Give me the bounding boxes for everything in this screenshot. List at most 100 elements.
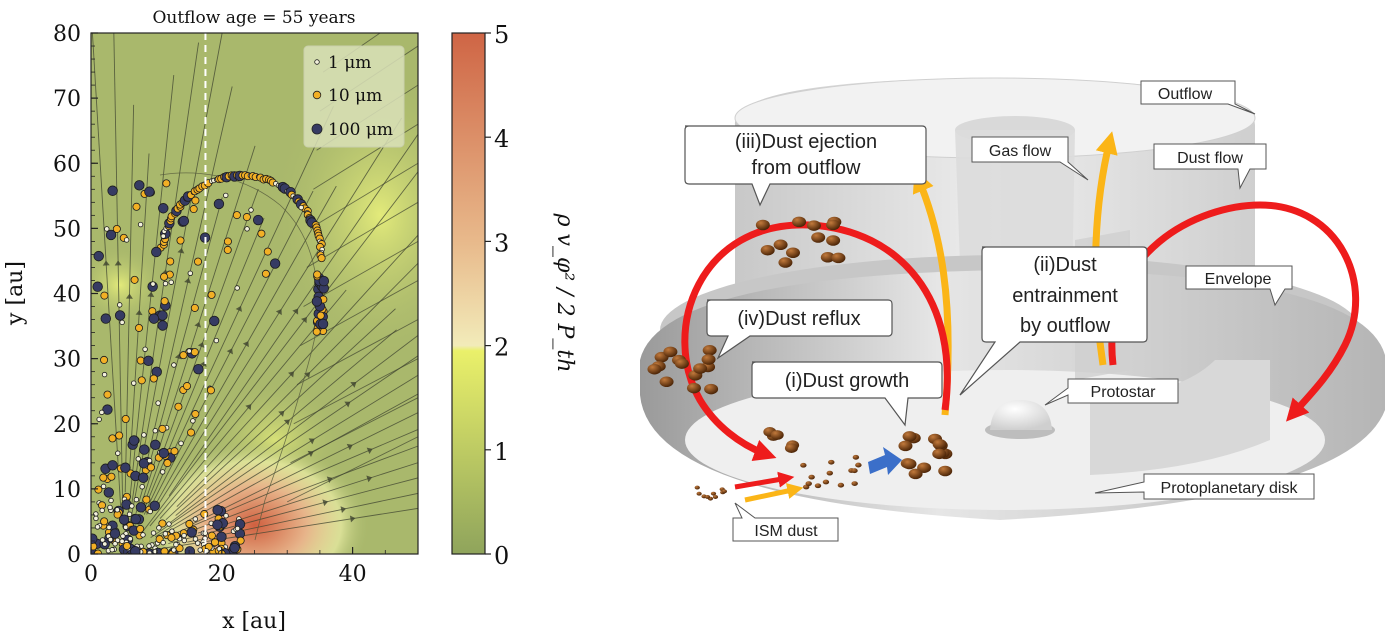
particle <box>94 485 103 494</box>
dust-grain <box>932 448 947 460</box>
streamline <box>155 374 418 538</box>
legend-marker-100um <box>311 123 323 135</box>
dust-grain <box>659 376 674 388</box>
particle <box>252 214 264 226</box>
particle <box>166 521 172 527</box>
streamline-arrowhead <box>197 342 205 348</box>
streamline-arrowhead <box>292 308 299 315</box>
colorbar-tick-label: 0 <box>494 542 509 570</box>
streamline <box>129 33 223 525</box>
dust-grain <box>760 244 775 256</box>
particle <box>244 226 250 232</box>
particle <box>143 355 154 367</box>
particle <box>146 550 153 554</box>
y-tick-label: 70 <box>53 87 81 112</box>
colorbar-tick-label: 5 <box>494 21 509 49</box>
particle <box>152 428 158 434</box>
streamline-arrowhead <box>226 348 233 355</box>
streamline-arrowhead <box>147 291 155 298</box>
x-axis-label: x [au] <box>222 609 286 634</box>
particle <box>128 435 140 446</box>
label-gas-flow-box <box>971 136 1089 181</box>
dust-grain <box>773 239 788 251</box>
dust-grain <box>647 363 662 375</box>
dust-grain <box>686 382 701 394</box>
dust-grain <box>851 481 858 486</box>
y-tick-label: 20 <box>53 413 81 438</box>
particle <box>200 510 209 519</box>
particle <box>316 311 325 320</box>
particle <box>115 450 121 456</box>
dust-grain <box>808 474 815 480</box>
particle <box>108 497 114 504</box>
callout-ejection <box>684 125 927 207</box>
particle <box>107 185 118 196</box>
particle <box>207 531 216 540</box>
label-dust-flow-box <box>1153 143 1267 190</box>
streamline-arrowhead <box>194 321 202 328</box>
streamline-arrowhead <box>307 450 314 457</box>
particle <box>96 416 102 423</box>
particle <box>171 362 177 368</box>
particle <box>261 269 270 278</box>
particle <box>158 447 169 459</box>
particle <box>107 536 114 543</box>
dust-grain <box>902 458 917 470</box>
callout-growth <box>751 361 943 427</box>
particle <box>179 351 188 360</box>
streamline-arrowhead <box>177 247 185 254</box>
dust-grain <box>712 495 719 499</box>
particle <box>194 257 203 266</box>
streamline <box>300 280 418 346</box>
particle <box>163 459 172 468</box>
particle <box>168 279 174 285</box>
dust-grain <box>785 247 800 258</box>
particle <box>298 204 304 211</box>
y-tick-label: 10 <box>53 478 81 503</box>
particle <box>139 484 145 490</box>
particle <box>162 280 169 287</box>
particle <box>147 508 153 515</box>
streamline-arrowhead <box>366 447 373 455</box>
particle <box>93 511 99 517</box>
dust-grain <box>820 252 835 263</box>
dust-grain <box>902 431 917 442</box>
schematic-diagram: (iii)Dust ejection from outflow (ii)Dust… <box>640 77 1385 542</box>
callout-reflux-text: (iv)Dust reflux <box>737 308 860 330</box>
colorbar-ticks <box>485 32 491 555</box>
particle <box>103 390 112 399</box>
dust-grain <box>674 358 689 369</box>
particle <box>213 198 225 210</box>
particle <box>100 355 109 364</box>
particle <box>193 363 204 375</box>
particle <box>122 541 131 550</box>
particle <box>311 296 323 307</box>
particle <box>160 547 169 554</box>
particle <box>130 275 139 284</box>
callout-entrainment-line2: entrainment <box>1012 285 1118 307</box>
particle <box>114 310 126 321</box>
particle <box>160 297 169 306</box>
dust-grain <box>822 479 830 485</box>
particle <box>212 504 223 516</box>
streamline-arrowhead <box>288 371 294 378</box>
particle <box>150 530 157 536</box>
particle <box>166 257 175 266</box>
particle <box>138 458 150 469</box>
streamline <box>159 234 418 519</box>
particle <box>263 247 272 256</box>
particle <box>94 524 101 530</box>
particle <box>223 245 232 254</box>
streamline-arrowhead <box>245 404 252 411</box>
particle <box>100 313 111 324</box>
particle <box>158 519 167 528</box>
particle <box>158 424 167 433</box>
dust-grain <box>855 462 862 468</box>
particle <box>109 547 115 553</box>
particle <box>160 539 166 546</box>
particle <box>130 513 141 525</box>
particle <box>149 500 160 512</box>
dust-grain <box>784 443 798 453</box>
streamline-arrowhead <box>278 410 285 417</box>
